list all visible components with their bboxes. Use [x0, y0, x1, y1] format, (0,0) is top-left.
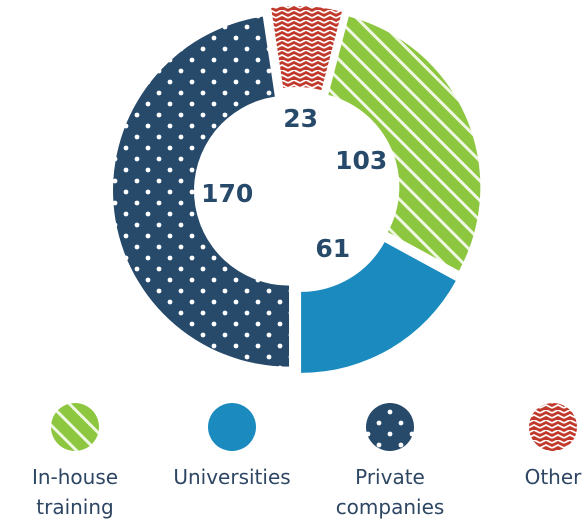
legend-label: Private companies	[335, 465, 445, 519]
legend-swatch	[366, 403, 414, 451]
data-label: 170	[201, 179, 253, 208]
legend-swatch	[529, 403, 577, 451]
legend-label: Other	[524, 465, 582, 489]
data-label: 103	[335, 146, 387, 175]
donut-slice	[328, 16, 481, 271]
legend-label: Universities	[173, 465, 291, 489]
data-label: 61	[315, 234, 350, 263]
legend-swatch	[51, 403, 99, 451]
donut-slice	[301, 242, 456, 373]
donut-slice	[113, 16, 290, 367]
legend-swatch	[208, 403, 256, 451]
data-label: 23	[283, 104, 318, 133]
donut-slice	[271, 6, 342, 91]
legend-label: In-house training	[31, 465, 119, 519]
